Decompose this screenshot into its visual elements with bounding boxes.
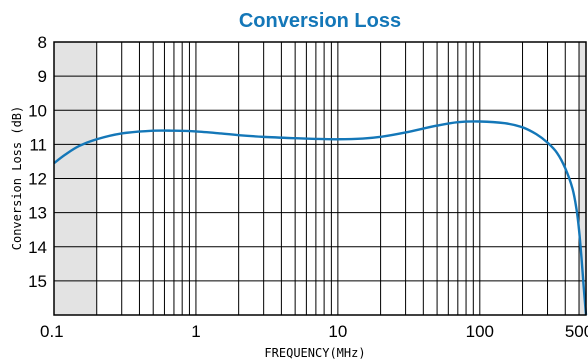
- y-tick-label: 11: [29, 135, 47, 154]
- y-tick-label: 10: [28, 101, 47, 120]
- x-tick-label: 10: [328, 322, 347, 341]
- plot-frame: [53, 41, 587, 316]
- x-tick-labels: 0.1 1 10 100 500: [40, 322, 588, 341]
- grid-lines: [54, 42, 586, 315]
- y-tick-labels: 8 9 10 11 12 13 14 15: [28, 33, 47, 291]
- series-line-0: [53, 120, 588, 316]
- x-axis-label: FREQUENCY(MHz): [264, 346, 365, 360]
- x-tick-label: 0.1: [40, 322, 64, 341]
- series-layer: [53, 120, 588, 316]
- y-axis-label: Conversion Loss (dB): [10, 106, 24, 251]
- y-tick-label: 9: [38, 67, 47, 86]
- y-tick-label: 15: [28, 272, 47, 291]
- x-tick-label: 500: [565, 322, 588, 341]
- y-tick-label: 13: [28, 204, 47, 223]
- chart-title: Conversion Loss: [239, 10, 401, 32]
- y-tick-label: 14: [28, 238, 47, 257]
- x-tick-label: 100: [466, 322, 494, 341]
- y-tick-label: 12: [28, 170, 47, 189]
- x-tick-label: 1: [191, 322, 200, 341]
- y-tick-label: 8: [38, 33, 47, 52]
